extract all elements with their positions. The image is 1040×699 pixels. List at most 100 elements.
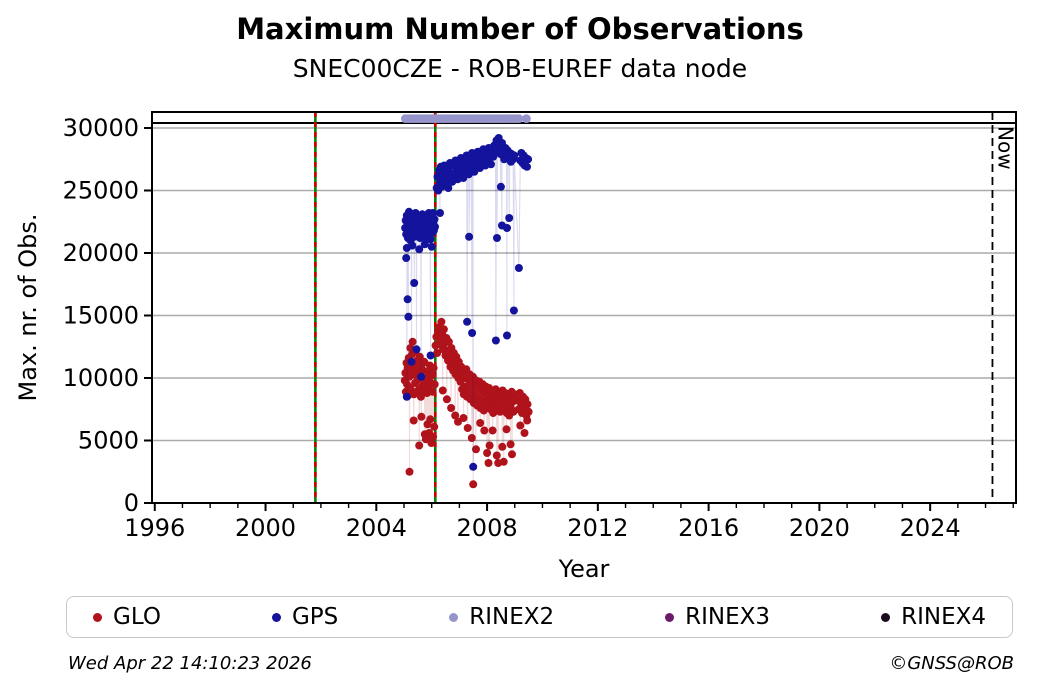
data-point-GLO [467,434,476,442]
data-point-GPS [463,317,472,326]
data-point-GPS [403,295,412,304]
x-tick-label: 2004 [346,514,407,542]
data-point-GLO [451,411,460,420]
data-point-GLO [484,459,493,467]
y-tick-label: 5000 [78,427,139,455]
data-point-GPS [503,331,511,340]
data-point-GLO [428,371,436,380]
data-point-GLO [442,395,451,404]
data-point-GLO [447,404,456,412]
data-point-GPS [493,234,501,242]
data-point-GLO [430,422,439,431]
data-point-GLO [426,415,435,424]
data-point-GLO [469,480,478,489]
legend-item-RINEX3: RINEX3 [665,604,770,630]
data-point-GPS [426,351,435,360]
data-point-GPS [427,242,436,251]
data-point-GLO [430,380,439,389]
data-point-GLO [408,337,417,346]
data-point-GLO [444,337,453,346]
data-point-GLO [523,400,532,409]
data-point-GLO [488,426,497,435]
y-tick-label: 30000 [63,114,139,142]
legend-label-GPS: GPS [291,604,339,630]
data-point-GLO [429,364,438,372]
legend-marker-RINEX2 [449,612,459,622]
data-point-GLO [480,426,489,435]
x-tick-label: 2000 [235,514,296,542]
legend-marker-RINEX4 [881,612,891,622]
y-tick-label: 10000 [63,364,139,392]
data-point-GPS [470,167,479,176]
data-point-GLO [483,449,492,457]
data-point-GLO [439,325,448,334]
data-point-GLO [428,387,437,396]
data-point-GPS [465,232,474,241]
data-point-GLO [433,349,442,357]
y-tick-label: 15000 [63,302,139,330]
now-label: Now [993,126,1017,170]
x-tick-label: 2016 [678,514,739,542]
y-tick-label: 25000 [63,177,139,205]
data-point-RINEX2 [522,114,531,123]
data-point-GLO [417,412,426,421]
data-point-GPS [436,209,444,217]
data-point-GPS [444,184,453,192]
y-tick-label: 20000 [63,239,139,267]
data-point-GLO [516,421,525,430]
data-point-GPS [417,372,426,381]
data-point-GLO [506,440,515,449]
legend-label-RINEX3: RINEX3 [685,604,771,630]
x-axis-label: Year [558,555,610,583]
data-point-GPS [410,279,419,287]
data-point-GPS [487,160,495,169]
data-point-GLO [499,457,508,466]
legend-label-GLO: GLO [113,604,161,630]
data-point-GPS [514,264,523,272]
legend-item-GLO: GLO [93,604,161,630]
x-tick-label: 2024 [900,514,961,542]
data-point-GPS [491,336,500,345]
legend-label-RINEX4: RINEX4 [901,604,986,630]
legend: GLO GPS RINEX2 RINEX3 RINEX4 [66,596,1013,638]
data-point-GPS [402,254,411,262]
data-point-GLO [472,445,480,454]
data-point-GPS [523,162,531,171]
chart-title: Maximum Number of Observations [236,12,804,46]
data-point-GLO [416,392,425,401]
legend-marker-GPS [271,612,281,622]
data-point-GLO [437,317,446,326]
data-point-GLO [520,429,529,437]
data-point-GLO [485,441,494,450]
data-point-GPS [503,224,511,232]
data-point-GLO [463,424,472,432]
series-GLO [400,317,533,489]
series-GPS [401,134,533,471]
credit: ©GNSS@ROB [889,653,1014,674]
data-point-GLO [524,407,533,416]
data-point-GPS [412,345,421,354]
data-point-GLO [409,416,418,425]
data-point-GLO [405,467,414,476]
timestamp: Wed Apr 22 14:10:23 2026 [68,653,312,674]
y-tick-label: 0 [124,489,139,517]
data-point-GLO [508,450,516,459]
data-point-GLO [523,416,532,425]
data-point-GPS [524,155,533,164]
data-point-GPS [496,182,505,191]
data-point-GPS [510,151,519,160]
data-point-GLO [498,442,507,451]
data-point-GPS [408,241,417,250]
data-point-GPS [469,462,478,471]
legend-label-RINEX2: RINEX2 [469,604,555,630]
plot-border [151,111,1017,504]
data-point-GPS [407,357,416,366]
data-point-GLO [459,414,468,422]
legend-item-RINEX2: RINEX2 [449,604,554,630]
series-RINEX2 [401,114,531,123]
legend-marker-RINEX3 [665,612,675,622]
data-point-GPS [509,306,518,315]
data-point-GLO [502,425,511,434]
